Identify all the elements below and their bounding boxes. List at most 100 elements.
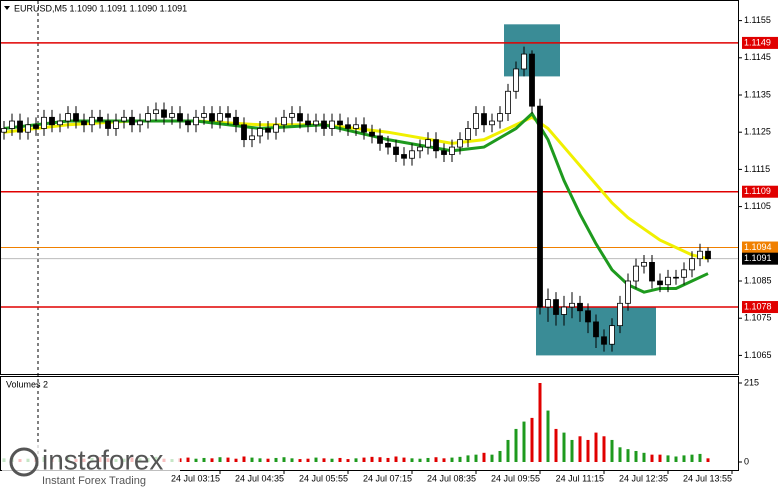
- candle-body: [137, 120, 143, 126]
- candle-body: [673, 276, 679, 279]
- volume-bar: [514, 428, 518, 462]
- candle-body: [97, 116, 103, 122]
- volume-bar: [218, 457, 222, 462]
- volume-bar: [634, 450, 638, 462]
- candle-body: [209, 113, 215, 122]
- volume-bar: [434, 457, 438, 462]
- candle-body: [113, 120, 119, 129]
- candle-body: [337, 120, 343, 126]
- y-tick-label: 1.1115: [744, 164, 770, 174]
- candle-body: [281, 116, 287, 126]
- volume-bar: [586, 439, 590, 462]
- volume-bar: [234, 458, 238, 462]
- candle-body: [697, 250, 703, 260]
- last-line-label: 1.1091: [744, 253, 772, 263]
- level-line-tag: [742, 185, 778, 198]
- candle-body: [529, 53, 535, 107]
- v-tick-label: 0: [744, 456, 749, 466]
- volume-bar: [338, 457, 342, 462]
- candle-body: [553, 299, 559, 315]
- volume-bar: [386, 457, 390, 462]
- candle-body: [537, 105, 543, 308]
- volume-bar: [330, 458, 334, 462]
- volume-bar: [642, 452, 646, 462]
- volume-bar: [666, 455, 670, 462]
- volume-bar: [250, 457, 254, 462]
- volume-bar: [602, 436, 606, 462]
- volume-bar: [394, 456, 398, 462]
- volume-bar: [554, 428, 558, 462]
- candle-body: [625, 280, 631, 304]
- volume-bar: [522, 421, 526, 462]
- volume-bar: [706, 458, 710, 462]
- candle-body: [89, 116, 95, 126]
- candle-body: [33, 124, 39, 129]
- volume-bar: [530, 417, 534, 462]
- volume-bar: [418, 458, 422, 462]
- volume-bar: [450, 457, 454, 462]
- level-line-label: 1.1109: [744, 186, 771, 196]
- candle-body: [1, 128, 7, 133]
- candle-body: [617, 302, 623, 327]
- y-tick-label: 1.1065: [744, 350, 772, 360]
- volume-bar: [426, 457, 430, 462]
- candle-body: [561, 306, 567, 315]
- volume-bar: [618, 447, 622, 462]
- candle-body: [425, 139, 431, 148]
- volume-panel: [0, 376, 739, 471]
- y-tick-label: 1.1105: [744, 201, 771, 211]
- candle-body: [577, 302, 583, 312]
- candle-body: [81, 120, 87, 126]
- candle-body: [377, 135, 383, 144]
- candle-body: [257, 128, 263, 137]
- volume-bar: [458, 456, 462, 462]
- candle-body: [321, 120, 327, 129]
- bid-line-tag: [742, 241, 778, 254]
- candle-body: [481, 113, 487, 126]
- title-arrow: [4, 6, 10, 10]
- candle-body: [121, 116, 127, 122]
- candle-body: [433, 139, 439, 152]
- candle-body: [225, 113, 231, 118]
- candle-body: [73, 113, 79, 122]
- candle-body: [345, 124, 351, 129]
- candle-body: [57, 120, 63, 126]
- candle-body: [193, 116, 199, 126]
- candle-body: [289, 113, 295, 118]
- volume-bar: [210, 458, 214, 462]
- candle-body: [681, 269, 687, 278]
- x-tick-label: 24 Jul 07:15: [363, 473, 412, 483]
- volume-bar: [594, 432, 598, 462]
- candle-body: [233, 116, 239, 126]
- chart-title: EURUSD,M5 1.1090 1.1091 1.1090 1.1091: [14, 3, 187, 13]
- volume-bar: [226, 457, 230, 462]
- volume-bar: [626, 449, 630, 462]
- candle-body: [393, 146, 399, 155]
- bid-line-label: 1.1094: [744, 242, 772, 252]
- candle-body: [241, 124, 247, 141]
- volume-bar: [682, 455, 686, 462]
- volume-bar: [482, 452, 486, 462]
- candle-body: [457, 139, 463, 148]
- x-tick-label: 24 Jul 11:15: [556, 473, 604, 483]
- candle-body: [545, 299, 551, 308]
- volume-bar: [570, 439, 574, 462]
- watermark-brand: instaforex: [42, 444, 163, 475]
- candle-body: [385, 142, 391, 148]
- volume-bar: [290, 458, 294, 462]
- y-tick-label: 1.1085: [744, 275, 772, 285]
- volume-bar: [474, 454, 478, 462]
- volume-bar: [298, 459, 302, 462]
- candle-body: [409, 150, 415, 159]
- candle-body: [361, 124, 367, 133]
- candle-body: [329, 120, 335, 129]
- volume-bar: [546, 410, 550, 462]
- volume-bar: [258, 458, 262, 462]
- x-tick-label: 24 Jul 04:35: [235, 473, 284, 483]
- candle-body: [313, 120, 319, 126]
- volume-bar: [442, 458, 446, 462]
- candle-body: [633, 265, 639, 282]
- watermark-logo: [9, 447, 39, 477]
